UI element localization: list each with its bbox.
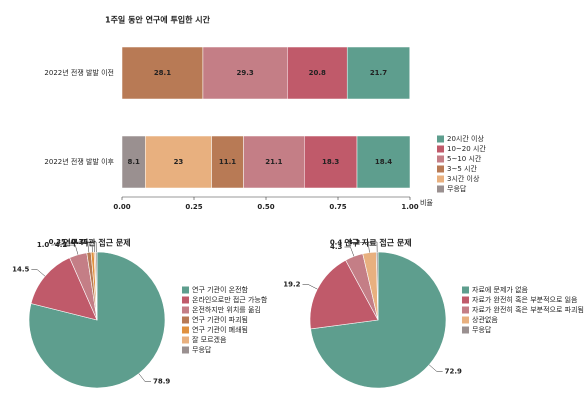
legend-label: 20시간 이상 <box>447 134 484 143</box>
legend-swatch <box>182 286 189 294</box>
bar-segment <box>346 46 410 100</box>
legend-swatch <box>182 336 189 344</box>
legend-label: 온전하지만 위치를 옮김 <box>192 305 261 314</box>
legend-swatch <box>182 326 189 334</box>
legend-swatch <box>437 175 444 183</box>
data-label: 21.1 <box>265 158 282 166</box>
legend-label: 온라인으로만 접근 가능함 <box>192 295 268 304</box>
legend-swatch <box>437 155 444 163</box>
x-tick-label: 0.25 <box>185 203 202 211</box>
data-label: 4.2 <box>55 241 68 249</box>
legend-label: 3시간 이상 <box>447 174 480 183</box>
data-label: 18.3 <box>322 158 339 166</box>
data-label: 4.3 <box>330 243 343 251</box>
data-label: 19.2 <box>283 281 300 289</box>
bar-segment <box>121 46 204 100</box>
legend-label: 상관없음 <box>472 315 498 324</box>
bar-segment <box>211 135 244 189</box>
legend-swatch <box>437 135 444 143</box>
chart-title: 연구 기관 접근 문제 <box>63 238 130 248</box>
data-label: 28.1 <box>154 69 171 77</box>
leader-line <box>362 242 370 253</box>
leader-line <box>138 373 152 382</box>
legend-swatch <box>462 296 469 304</box>
bar-segment <box>145 135 212 189</box>
legend-swatch <box>462 306 469 314</box>
data-label: 23 <box>174 158 184 166</box>
y-tick-label: 2022년 전쟁 발발 이전 <box>44 68 114 77</box>
legend-label: 자료에 문제가 없음 <box>472 285 529 294</box>
x-tick-label: 0.75 <box>329 203 346 211</box>
leader-line <box>31 269 46 277</box>
data-label: 21.7 <box>370 69 387 77</box>
data-label: 78.9 <box>153 377 170 385</box>
bar-segment <box>243 135 305 189</box>
legend-label: 연구 기관이 파괴됨 <box>192 315 248 324</box>
leader-line <box>51 242 90 253</box>
leader-line <box>90 241 97 253</box>
legend-swatch <box>462 326 469 334</box>
legend-swatch <box>462 316 469 324</box>
x-tick-label: 1.00 <box>401 203 418 211</box>
data-label: 14.5 <box>12 266 29 274</box>
leader-line <box>428 364 443 372</box>
data-label: 11.1 <box>219 158 236 166</box>
legend-swatch <box>437 165 444 173</box>
chart-title: 연구 자료 접근 문제 <box>344 238 411 248</box>
bar-segment <box>287 46 348 100</box>
chart-title: 1주일 동안 연구에 투입한 시간 <box>105 15 211 25</box>
x-tick-label: 0.00 <box>113 203 130 211</box>
legend-swatch <box>462 286 469 294</box>
y-tick-label: 2022년 전쟁 발발 이후 <box>44 157 114 166</box>
legend-label: 무응답 <box>472 325 492 334</box>
legend-swatch <box>437 185 444 193</box>
legend-label: 10~20 시간 <box>447 144 486 153</box>
legend-label: 연구 기관이 온전함 <box>192 285 249 294</box>
legend-label: 무응답 <box>447 184 467 193</box>
leader-line <box>302 284 318 290</box>
data-label: 20.8 <box>309 69 326 77</box>
legend-swatch <box>182 306 189 314</box>
data-label: 0.4 <box>330 239 343 247</box>
leader-line <box>69 244 79 255</box>
data-label: 72.9 <box>445 367 462 375</box>
x-tick-label: 0.50 <box>257 203 274 211</box>
legend-swatch <box>182 316 189 324</box>
data-label: 29.3 <box>236 69 253 77</box>
leader-line <box>344 241 378 253</box>
legend-label: 무응답 <box>192 345 212 354</box>
legend-swatch <box>182 296 189 304</box>
bar-segment <box>356 135 411 189</box>
data-label: 0.35 <box>71 238 88 246</box>
data-label: 1.0 <box>37 241 50 249</box>
bar-segment <box>304 135 358 189</box>
legend-label: 5~10 시간 <box>447 154 482 163</box>
legend-label: 3~5 시간 <box>447 164 477 173</box>
legend-label: 자료가 완전히 혹은 부분적으로 잃음 <box>472 295 578 304</box>
legend-label: 잘 모르겠음 <box>192 335 227 344</box>
legend-label: 자료가 완전히 혹은 부분적으로 파괴됨 <box>472 305 584 314</box>
legend-swatch <box>437 145 444 153</box>
legend-label: 연구 기관이 폐쇄됨 <box>192 325 248 334</box>
legend-swatch <box>182 346 189 354</box>
x-axis-label: 비율 <box>420 198 433 207</box>
data-label: 8.1 <box>127 158 140 166</box>
data-label: 0.35 <box>49 238 66 246</box>
data-label: 18.4 <box>375 158 392 166</box>
pie-slice <box>30 257 98 321</box>
leader-line <box>344 246 355 257</box>
